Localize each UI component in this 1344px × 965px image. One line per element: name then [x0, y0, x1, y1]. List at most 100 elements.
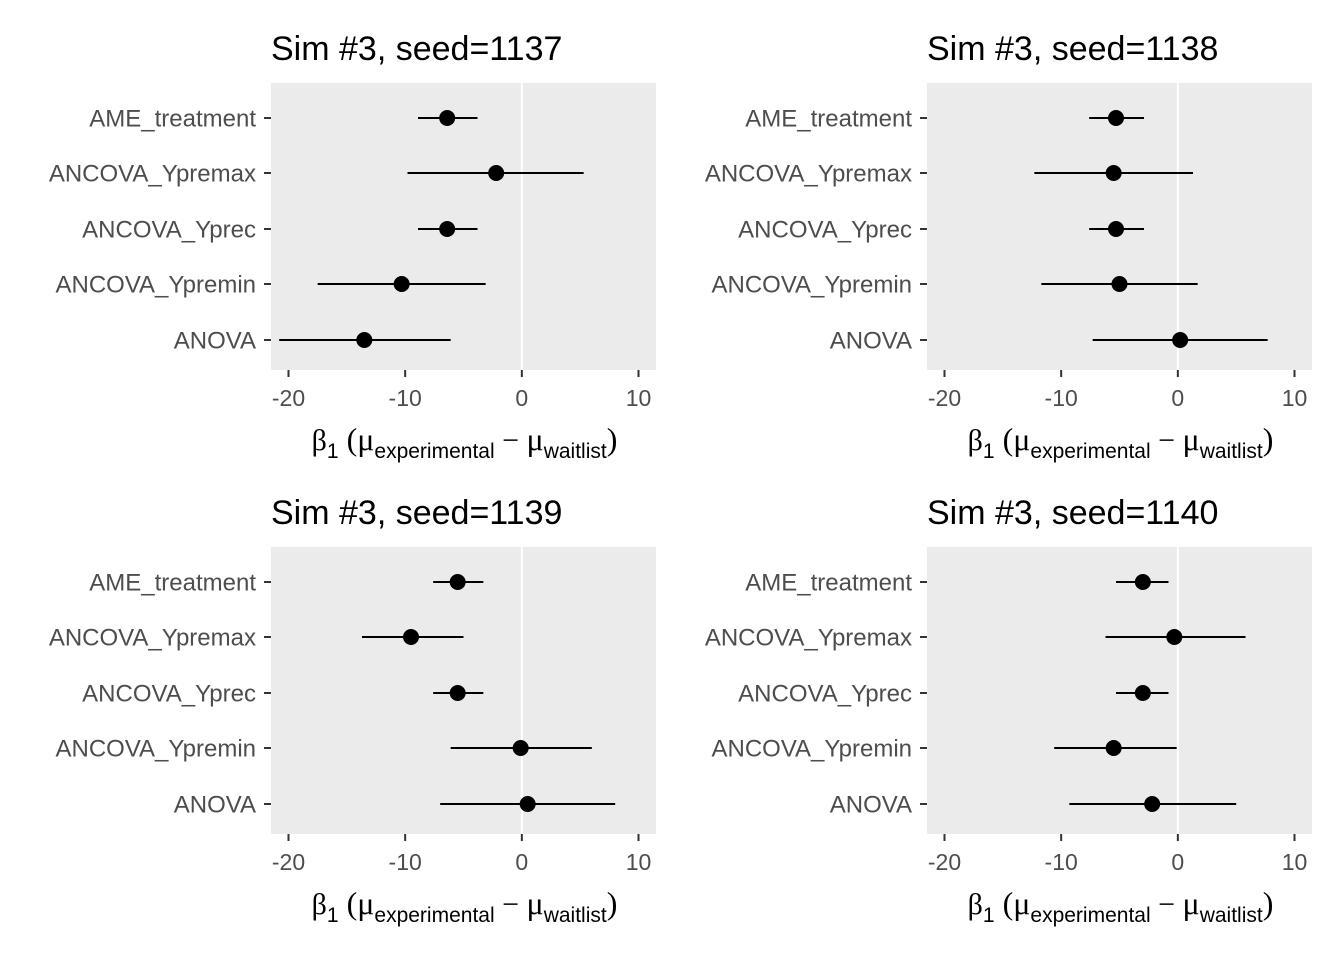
x-tick-label: 10	[1282, 385, 1308, 411]
x-axis-title: β1 (μexperimental − μwaitlist)	[968, 421, 1274, 463]
axis-title-part: )	[1263, 885, 1274, 921]
chart-panel-2: Sim #3, seed=1138 AME_treatment ANCOVA_Ypr…	[705, 30, 1312, 463]
axis-title-part: )	[607, 421, 618, 457]
panel-title: Sim #3, seed=1137	[271, 30, 562, 68]
x-axis-title: β1 (μexperimental − μwaitlist)	[968, 885, 1274, 927]
category-label: ANCOVA_Ypremax	[49, 161, 256, 188]
axis-title-part: β	[312, 888, 327, 921]
x-tick-label: 0	[1171, 849, 1184, 875]
plot-background	[271, 83, 656, 370]
estimate-point-anova	[519, 796, 536, 812]
estimate-point-ancova-ypremin	[512, 740, 529, 756]
axis-title-part: 1	[983, 904, 995, 927]
estimate-point-ancova-ypremin	[1111, 276, 1128, 292]
x-tick-label: 0	[1171, 385, 1184, 411]
category-label: ANCOVA_Ypremax	[49, 625, 256, 652]
axis-title-part: β	[968, 888, 983, 921]
x-tick-label: 10	[626, 385, 652, 411]
axis-title-part: (	[339, 421, 358, 457]
axis-title-part: experimental	[374, 440, 494, 463]
axis-title-part: )	[1263, 421, 1274, 457]
category-label: ANCOVA_Yprec	[738, 681, 912, 708]
category-label: ANCOVA_Yprec	[82, 681, 256, 708]
category-label: ANCOVA_Yprec	[738, 217, 912, 244]
estimate-point-ancova-yprec	[449, 685, 466, 701]
axis-title-part: experimental	[374, 904, 494, 927]
category-label: ANCOVA_Ypremax	[705, 625, 912, 652]
estimate-point-ame-treatment	[1134, 574, 1151, 590]
estimate-point-ancova-yprec	[1108, 221, 1124, 237]
category-label: ANCOVA_Ypremin	[55, 272, 256, 299]
category-label: ANOVA	[830, 792, 912, 819]
axis-title-part: )	[607, 885, 618, 921]
category-label: ANCOVA_Ypremin	[711, 736, 912, 763]
axis-title-part: (	[995, 421, 1014, 457]
axis-title-part: (	[339, 885, 358, 921]
chart-panel-3: Sim #3, seed=1139 AME_treatment ANCOVA_Ypr…	[49, 494, 656, 927]
axis-title-part: waitlist	[543, 440, 607, 463]
x-tick-label: 0	[515, 385, 528, 411]
estimate-point-ancova-ypremax	[488, 165, 505, 181]
category-label: ANCOVA_Ypremin	[711, 272, 912, 299]
x-tick-label: -20	[928, 849, 961, 875]
axis-title-part: μ	[527, 421, 544, 457]
x-tick-label: -20	[272, 385, 305, 411]
axis-title-part: μ	[1013, 421, 1030, 457]
category-label: ANOVA	[174, 792, 256, 819]
category-label: AME_treatment	[745, 570, 912, 597]
axis-title-part: waitlist	[543, 904, 607, 927]
axis-title-part: μ	[1183, 885, 1200, 921]
estimate-point-ancova-ypremax	[1166, 629, 1183, 645]
x-axis-title: β1 (μexperimental − μwaitlist)	[312, 421, 618, 463]
axis-title-part: β	[312, 424, 327, 457]
estimate-point-ame-treatment	[1108, 110, 1124, 126]
estimate-point-ancova-yprec	[1134, 685, 1151, 701]
category-label: AME_treatment	[745, 106, 912, 133]
category-label: ANOVA	[174, 328, 256, 355]
category-label: ANCOVA_Yprec	[82, 217, 256, 244]
axis-title-part: μ	[357, 421, 374, 457]
x-tick-label: -10	[389, 385, 422, 411]
axis-title-part: −	[1151, 888, 1183, 921]
axis-title-part: μ	[527, 885, 544, 921]
x-tick-label: -20	[928, 385, 961, 411]
estimate-point-anova	[356, 332, 373, 348]
x-tick-label: -20	[272, 849, 305, 875]
x-tick-label: -10	[1045, 849, 1078, 875]
axis-title-part: waitlist	[1199, 440, 1263, 463]
estimate-point-ancova-ypremin	[1105, 740, 1122, 756]
axis-title-part: −	[495, 888, 527, 921]
x-axis-title: β1 (μexperimental − μwaitlist)	[312, 885, 618, 927]
axis-title-part: experimental	[1030, 904, 1150, 927]
category-label: ANCOVA_Ypremax	[705, 161, 912, 188]
panel-title: Sim #3, seed=1139	[271, 494, 562, 532]
estimate-point-ancova-yprec	[439, 221, 456, 237]
axis-title-part: 1	[327, 904, 339, 927]
axis-title-part: β	[968, 424, 983, 457]
axis-title-part: −	[495, 424, 527, 457]
estimate-point-ancova-ypremin	[393, 276, 410, 292]
estimate-point-ancova-ypremax	[1105, 165, 1122, 181]
axis-title-part: μ	[1013, 885, 1030, 921]
plot-background	[927, 547, 1312, 834]
x-tick-label: -10	[389, 849, 422, 875]
estimate-point-anova	[1172, 332, 1189, 348]
chart-panel-1: Sim #3, seed=1137 AME_treatment ANCOVA_Ypr…	[49, 30, 656, 463]
x-tick-label: -10	[1045, 385, 1078, 411]
estimate-point-ancova-ypremax	[403, 629, 419, 645]
axis-title-part: (	[995, 885, 1014, 921]
estimate-point-ame-treatment	[449, 574, 466, 590]
panel-title: Sim #3, seed=1140	[927, 494, 1218, 532]
axis-title-part: −	[1151, 424, 1183, 457]
axis-title-part: μ	[357, 885, 374, 921]
category-label: ANOVA	[830, 328, 912, 355]
axis-title-part: μ	[1183, 421, 1200, 457]
axis-title-part: 1	[327, 440, 339, 463]
chart-panel-4: Sim #3, seed=1140 AME_treatment ANCOVA_Ypr…	[705, 494, 1312, 927]
category-label: AME_treatment	[89, 106, 256, 133]
category-label: ANCOVA_Ypremin	[55, 736, 256, 763]
x-tick-label: 10	[1282, 849, 1308, 875]
category-label: AME_treatment	[89, 570, 256, 597]
